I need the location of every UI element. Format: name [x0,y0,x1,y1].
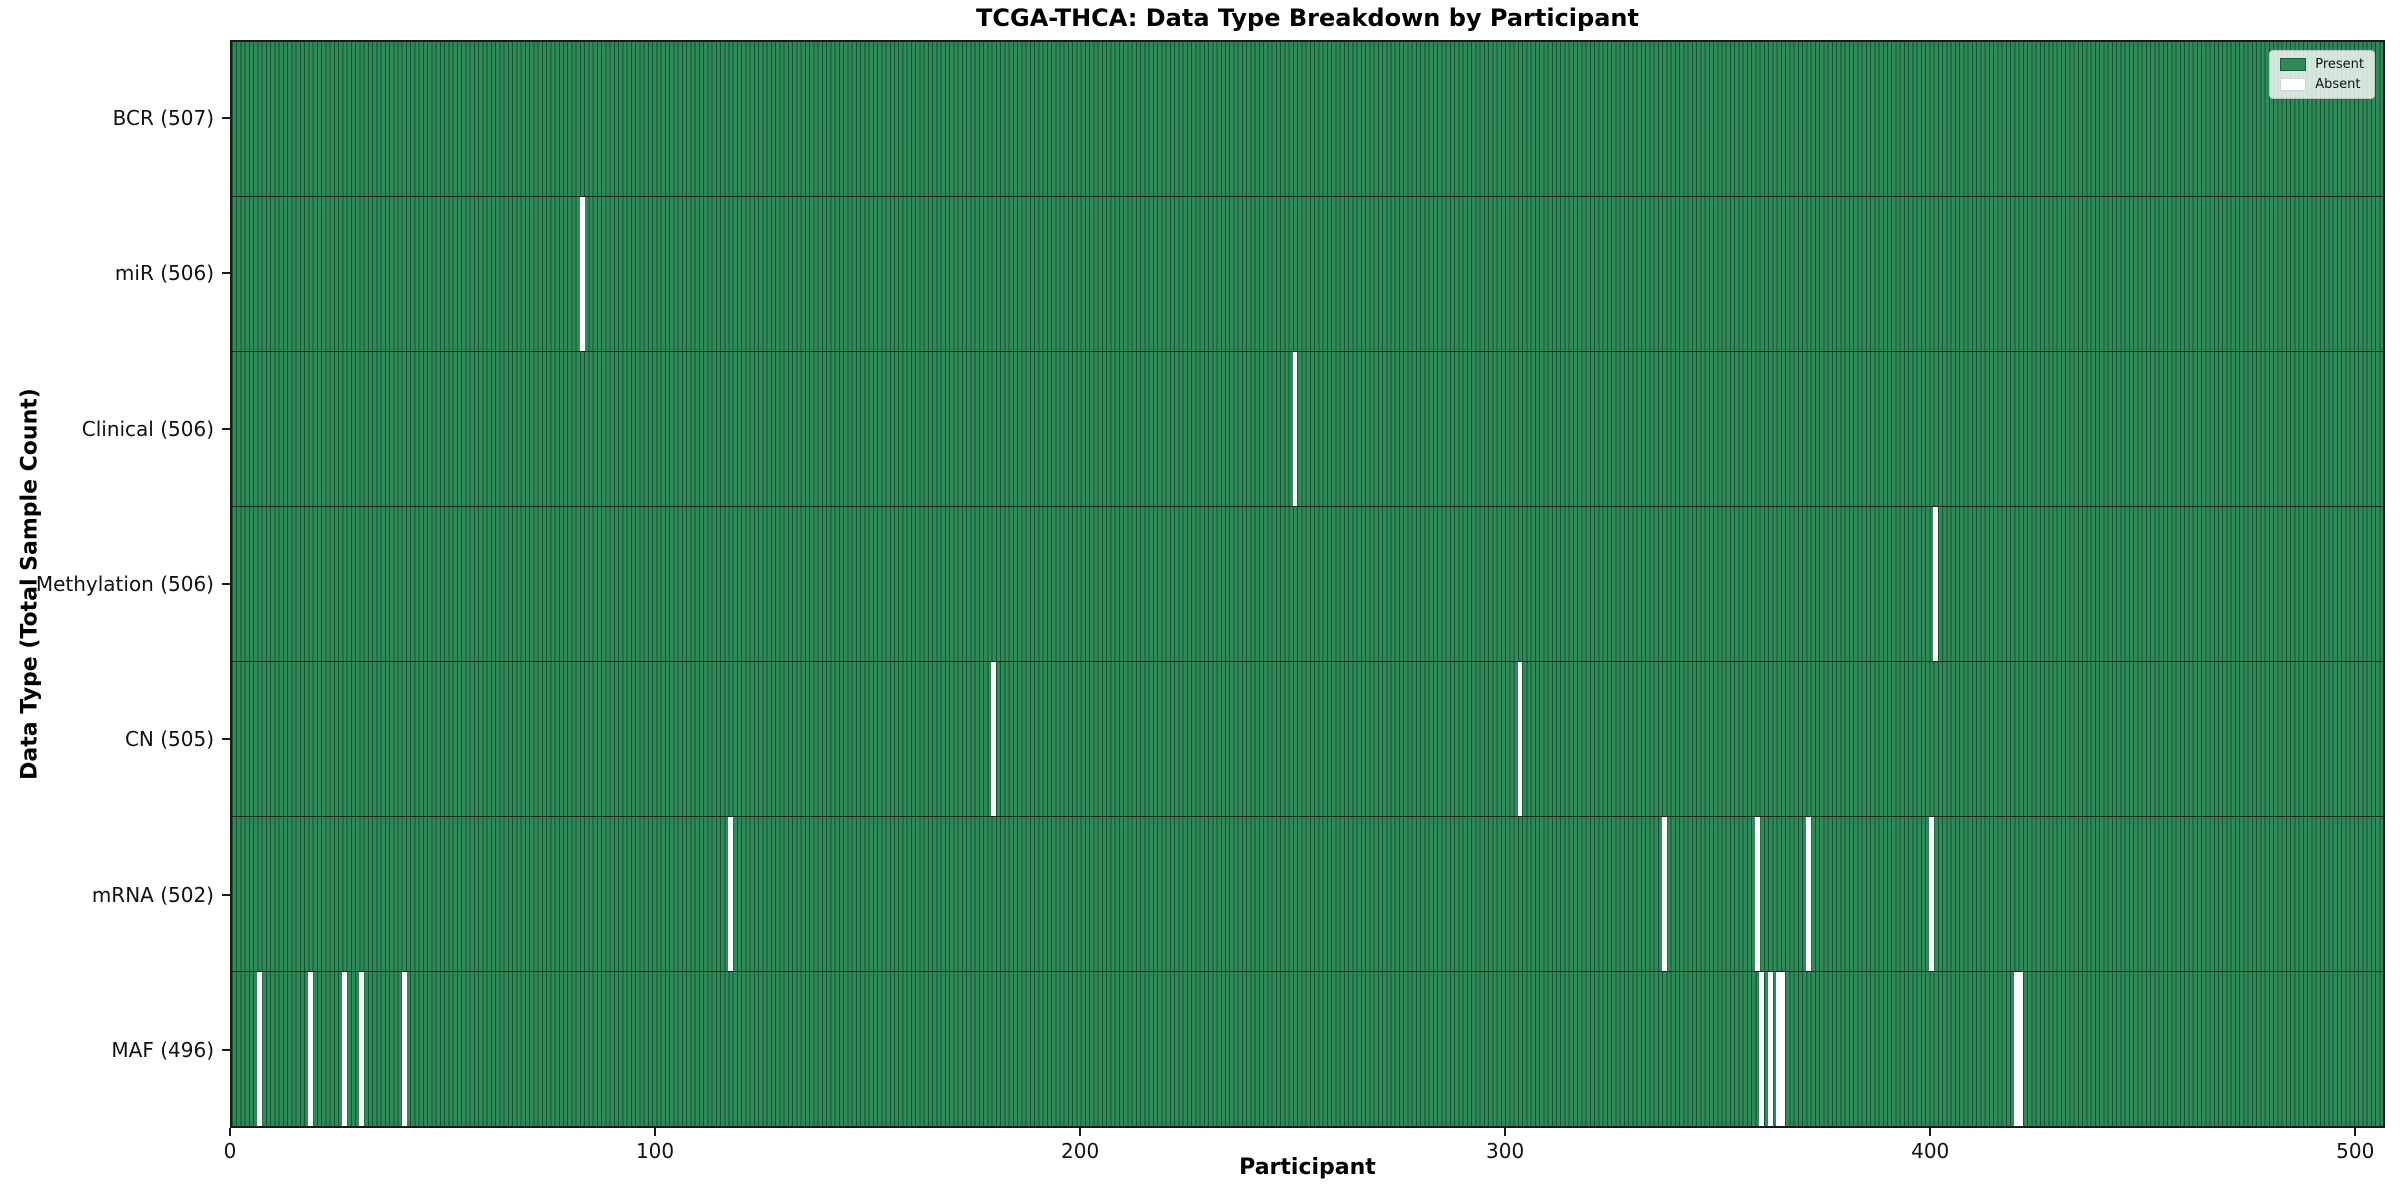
absent-bar [579,197,585,351]
absent-bar [991,662,997,816]
absent-bar [401,972,407,1126]
x-tick-label-100: 100 [635,1139,675,1163]
absent-bar [257,972,263,1126]
y-tick-label-CN: CN (505) [124,727,214,752]
absent-bar [728,817,734,971]
legend-item-present: Present [2280,57,2364,72]
x-tick-mark [1079,1128,1082,1136]
legend-present-label: Present [2315,57,2364,72]
y-tick-label-miR: miR (506) [114,261,214,286]
y-tick-label-Clinical: Clinical (506) [81,416,214,441]
y-axis-tick-labels: BCR (507) miR (506) Clinical (506) Methylat… [0,40,230,1128]
absent-bar [2018,972,2023,1126]
x-tick-label-500: 500 [2336,1139,2375,1163]
absent-swatch [2280,78,2307,91]
plot-area: Present Absent [230,40,2385,1128]
y-tick-mark [222,427,230,430]
chart-title: TCGA-THCA: Data Type Breakdown by Partic… [976,4,1639,32]
absent-bar [1780,972,1786,1126]
absent-bar [1806,817,1811,971]
absent-bar [308,972,314,1126]
absent-bar [342,972,348,1126]
heatmap-row-CN [232,661,2383,816]
legend-item-absent: Absent [2280,77,2364,92]
heatmap-row-Methylation [232,506,2383,661]
x-axis-title: Participant [1239,1155,1376,1180]
y-tick-label-Methylation: Methylation (506) [35,572,214,596]
legend-absent-label: Absent [2315,77,2361,92]
absent-bar [2013,972,2019,1126]
absent-bar [1517,662,1523,816]
x-tick-mark [2354,1128,2357,1136]
y-tick-mark [222,583,230,585]
x-tick-label-200: 200 [1061,1139,1100,1163]
absent-bar [359,972,365,1126]
heatmap-row-mRNA [232,816,2383,971]
y-tick-mark [222,893,230,896]
heatmap-row-MAF [232,971,2383,1126]
y-tick-mark [222,1049,230,1052]
heatmap-row-Clinical [232,351,2383,506]
absent-bar [1292,352,1298,506]
x-tick-label-400: 400 [1911,1139,1950,1163]
y-tick-mark [222,272,230,275]
x-tick-mark [654,1128,657,1136]
x-tick-label-300: 300 [1486,1139,1525,1163]
absent-bar [1767,972,1773,1126]
absent-bar [1933,507,1939,661]
absent-bar [1759,972,1765,1126]
absent-bar [1755,817,1760,971]
absent-bar [1929,817,1934,971]
legend: Present Absent [2269,50,2375,99]
x-tick-label-0: 0 [223,1139,237,1163]
heatmap-row-BCR [232,42,2383,196]
absent-bar [1776,972,1782,1126]
y-tick-label-BCR: BCR (507) [112,105,214,130]
heatmap-rows [232,42,2383,1126]
x-axis-ticks: 0 100 200 300 400 500 [224,1128,2385,1188]
y-tick-mark [222,738,230,741]
x-tick-mark [1929,1128,1932,1136]
y-tick-mark [222,116,230,119]
x-tick-mark [229,1128,231,1136]
present-swatch [2280,58,2307,71]
y-tick-label-mRNA: mRNA (502) [91,882,214,907]
x-tick-mark [1504,1128,1507,1136]
y-tick-label-MAF: MAF (496) [111,1038,214,1063]
absent-bar [1661,817,1667,971]
heatmap-row-miR [232,196,2383,351]
